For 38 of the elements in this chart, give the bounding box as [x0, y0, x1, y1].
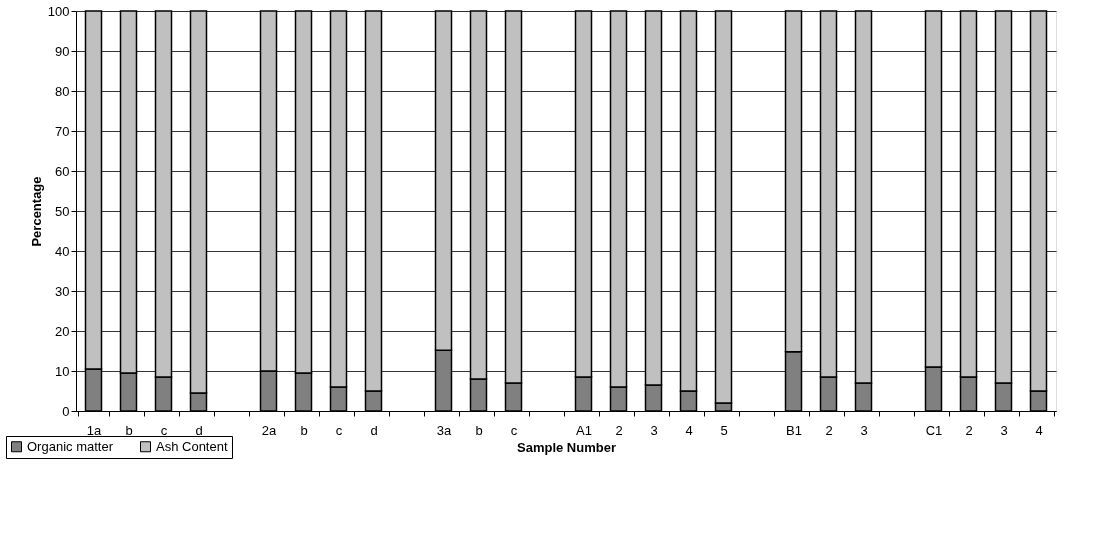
- x-tick-label: B1: [786, 422, 802, 438]
- y-tick-label: 30: [55, 283, 70, 299]
- y-tick-label: 70: [55, 123, 70, 139]
- y-tick-label: 80: [55, 83, 70, 99]
- x-tick-label: 2: [965, 422, 973, 438]
- x-tick-label: 2: [825, 422, 833, 438]
- y-tick-label: 40: [55, 243, 70, 259]
- x-axis-title: Sample Number: [517, 439, 616, 455]
- x-tick-label: b: [125, 422, 133, 438]
- x-tick-label: 3: [860, 422, 868, 438]
- y-tick-label: 0: [62, 403, 70, 419]
- legend-label: Organic matter: [27, 438, 114, 454]
- x-tick-label: 3: [650, 422, 658, 438]
- x-tick-label: C1: [925, 422, 943, 438]
- x-tick-label: d: [370, 422, 378, 438]
- y-tick-label: 90: [55, 43, 70, 59]
- x-tick-label: c: [335, 422, 343, 438]
- y-axis-title: Percentage: [28, 176, 44, 247]
- x-tick-label: 3a: [436, 422, 452, 438]
- x-tick-label: 2a: [261, 422, 277, 438]
- y-tick-label: 10: [55, 363, 70, 379]
- x-tick-label: 5: [720, 422, 728, 438]
- y-tick-label: 100: [47, 3, 70, 19]
- x-tick-label: 2: [615, 422, 623, 438]
- x-tick-label: 3: [1000, 422, 1008, 438]
- y-tick-label: 60: [55, 163, 70, 179]
- x-tick-label: 4: [685, 422, 693, 438]
- x-tick-label: c: [160, 422, 168, 438]
- x-tick-label: 1a: [86, 422, 102, 438]
- x-tick-label: b: [300, 422, 308, 438]
- x-tick-label: 4: [1035, 422, 1043, 438]
- x-tick-label: c: [510, 422, 518, 438]
- x-tick-label: d: [195, 422, 203, 438]
- x-tick-label: b: [475, 422, 483, 438]
- legend-label: Ash Content: [156, 438, 228, 454]
- x-tick-label: A1: [576, 422, 592, 438]
- y-tick-label: 50: [55, 203, 70, 219]
- y-tick-label: 20: [55, 323, 70, 339]
